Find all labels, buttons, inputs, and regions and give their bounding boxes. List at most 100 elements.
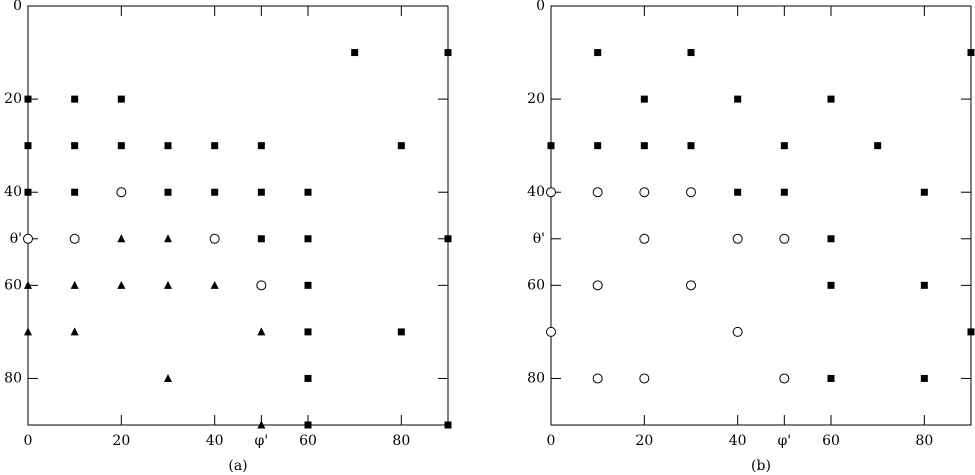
point-triangle: [210, 280, 219, 289]
point-square: [827, 281, 835, 289]
point-circle: [23, 233, 33, 244]
point-circle: [686, 187, 696, 198]
point-square: [304, 188, 312, 196]
y-tick-label: 40: [527, 184, 545, 200]
point-circle: [686, 280, 696, 291]
point-square: [827, 95, 835, 103]
point-square: [397, 142, 405, 150]
y-tick-label: θ': [533, 231, 545, 247]
point-square: [117, 95, 125, 103]
x-tick-label: 0: [547, 433, 556, 449]
y-tick-label: 20: [4, 91, 22, 107]
point-circle: [256, 280, 267, 291]
point-circle: [592, 187, 603, 198]
point-square: [304, 328, 312, 336]
point-square: [164, 142, 172, 150]
point-circle: [639, 233, 650, 244]
point-square: [24, 95, 32, 103]
y-tick-label: θ': [10, 231, 22, 247]
y-tick-label: 0: [536, 0, 545, 14]
point-circle: [779, 373, 790, 384]
point-square: [640, 95, 648, 103]
point-triangle: [257, 327, 266, 336]
y-tick-label: 20: [527, 91, 545, 107]
point-square: [640, 142, 648, 150]
point-square: [257, 188, 265, 196]
point-square: [211, 142, 219, 150]
plot-frame: [550, 5, 972, 426]
point-triangle: [24, 327, 32, 336]
point-square: [920, 281, 928, 289]
point-circle: [732, 326, 743, 337]
point-square: [594, 49, 602, 57]
point-triangle: [164, 280, 172, 289]
point-square: [594, 142, 602, 150]
point-square: [734, 188, 742, 196]
point-square: [257, 142, 265, 150]
point-triangle: [117, 280, 126, 289]
point-square: [304, 235, 312, 243]
y-tick-label: 40: [4, 184, 22, 200]
y-tick-label: 60: [527, 277, 545, 293]
point-square: [117, 142, 125, 150]
point-square: [164, 188, 172, 196]
point-triangle: [117, 234, 126, 243]
plot-frame: [27, 5, 449, 426]
point-square: [547, 142, 555, 150]
point-square: [71, 188, 79, 196]
x-tick-label: φ': [255, 433, 269, 449]
point-circle: [116, 187, 127, 198]
x-tick-label: φ': [778, 433, 792, 449]
point-square: [304, 374, 312, 382]
point-square: [780, 188, 788, 196]
point-square: [304, 281, 312, 289]
point-square: [687, 49, 695, 57]
panel-caption: (a): [228, 458, 247, 474]
point-triangle: [164, 234, 172, 243]
point-square: [257, 235, 265, 243]
point-square: [397, 328, 405, 336]
point-triangle: [70, 280, 79, 289]
point-square: [967, 328, 975, 336]
x-tick-label: 20: [112, 433, 130, 449]
x-tick-label: 40: [206, 433, 224, 449]
point-square: [211, 188, 219, 196]
point-square: [967, 49, 975, 57]
point-square: [827, 235, 835, 243]
point-circle: [732, 233, 743, 244]
point-triangle: [70, 327, 79, 336]
x-tick-label: 60: [822, 433, 840, 449]
point-square: [874, 142, 882, 150]
y-tick-label: 80: [527, 370, 545, 386]
point-circle: [69, 233, 80, 244]
point-circle: [209, 233, 220, 244]
y-tick-label: 60: [4, 277, 22, 293]
point-circle: [639, 187, 650, 198]
point-circle: [546, 187, 556, 198]
point-square: [920, 188, 928, 196]
point-circle: [639, 373, 650, 384]
y-tick-label: 80: [4, 370, 22, 386]
point-square: [734, 95, 742, 103]
point-circle: [546, 326, 556, 337]
point-square: [71, 95, 79, 103]
point-square: [24, 188, 32, 196]
x-tick-label: 0: [24, 433, 33, 449]
point-square: [780, 142, 788, 150]
y-tick-label: 0: [13, 0, 22, 14]
point-square: [351, 49, 359, 57]
x-tick-label: 40: [729, 433, 747, 449]
point-circle: [592, 373, 603, 384]
x-tick-label: 20: [635, 433, 653, 449]
point-square: [687, 142, 695, 150]
point-triangle: [164, 373, 172, 382]
point-square: [920, 374, 928, 382]
point-square: [444, 235, 452, 243]
x-tick-label: 80: [392, 433, 410, 449]
point-triangle: [24, 280, 32, 289]
point-triangle: [257, 420, 266, 429]
point-square: [304, 421, 312, 429]
point-square: [444, 49, 452, 57]
